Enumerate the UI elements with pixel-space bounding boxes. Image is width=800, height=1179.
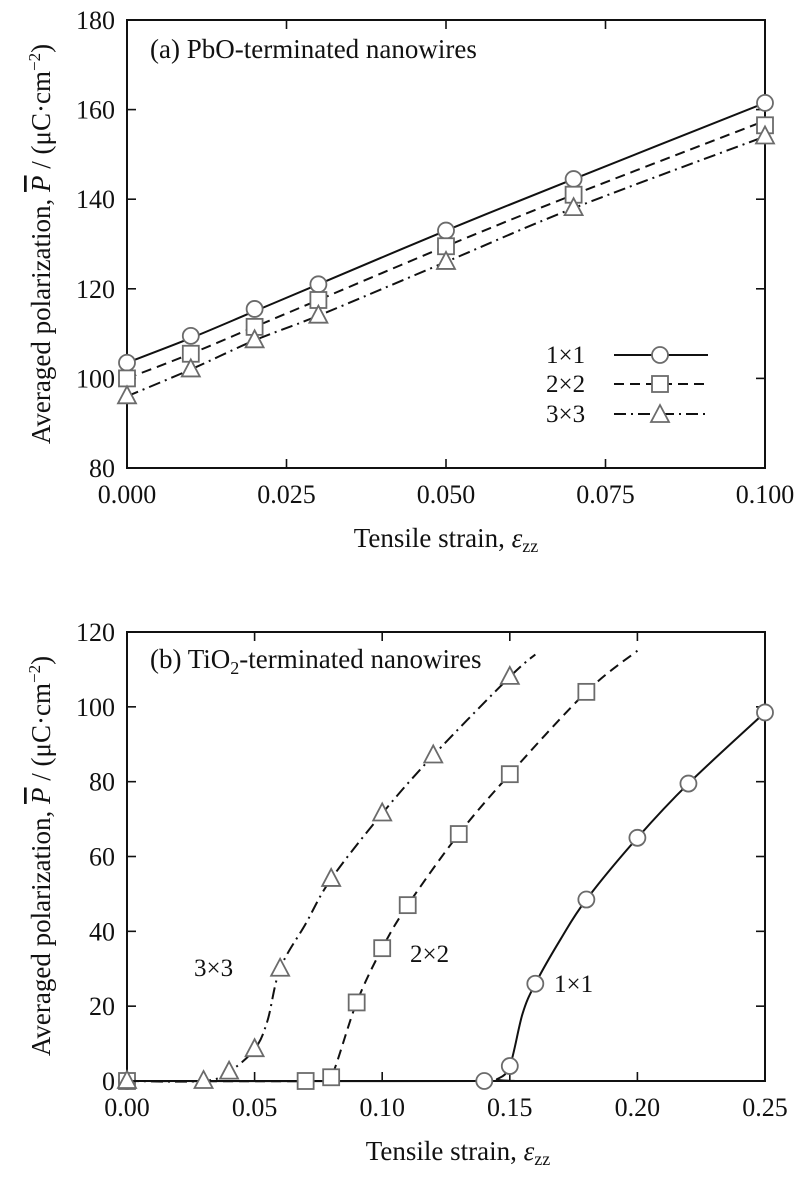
panel-a-point-3x3 [180, 357, 202, 378]
panel-b-y-tick-label: 40 [89, 917, 115, 946]
panel-a-axes: 0.000 0.025 0.050 0.075 0.100 80 100 120 140 160 1… [76, 6, 794, 509]
panel-a-point-1x1 [118, 353, 136, 372]
panel-b-point-3x3 [218, 1059, 240, 1080]
panel-b-point-1x1 [500, 1057, 519, 1075]
panel-b-x-tick-label: 0.00 [104, 1093, 150, 1122]
panel-a-series-line-3x3 [126, 135, 766, 398]
panel-b-y-tick-label: 100 [76, 693, 115, 722]
panel-b-y-tick-label: 0 [102, 1067, 115, 1096]
panel-a-x-tick-label: 0.075 [576, 480, 635, 509]
panel-a-point-3x3 [307, 303, 329, 324]
curve-label-2x2: 2×2 [410, 941, 449, 968]
legend-label-2x2: 2×2 [546, 371, 585, 398]
panel-a-point-1x1 [181, 326, 200, 345]
curve-label-3x3: 3×3 [194, 955, 233, 982]
legend-entry-1x1: 1×1 [546, 342, 708, 369]
panel-b-point-2x2 [322, 1068, 341, 1087]
panel-a-series-line-2x2 [126, 119, 766, 380]
panel-b-point-1x1 [628, 828, 647, 847]
panel-b-x-tick-label: 0.15 [487, 1093, 533, 1122]
panel-b-point-2x2 [296, 1072, 315, 1090]
panel-b-point-1x1 [756, 703, 774, 722]
panel-a-point-2x2 [118, 369, 136, 388]
panel-b-x-tick-label: 0.10 [359, 1093, 405, 1122]
panel-b-y-tick-label: 80 [89, 768, 115, 797]
panel-a-x-tick-label: 0.050 [417, 480, 476, 509]
panel-b-y-axis-title: Averaged polarization, P / (μC·cm−2) [25, 656, 56, 1056]
legend-label-3x3: 3×3 [546, 401, 585, 428]
curve-label-1x1: 1×1 [554, 971, 593, 998]
panel-a-pbo-terminated: (a) PbO-terminated nanowires 0.000 0.025 0… [25, 6, 794, 556]
panel-b-point-2x2 [398, 896, 417, 915]
panel-a-point-1x1 [564, 170, 583, 188]
panel-b-series-line-2x2 [126, 649, 639, 1086]
panel-a-point-1x1 [756, 93, 774, 112]
panel-b-point-1x1 [679, 774, 698, 793]
panel-b-point-1x1 [475, 1072, 494, 1090]
panel-b-point-3x3 [371, 801, 393, 822]
panel-b-tio2-terminated: (b) TiO2-terminated nanowires 0.00 0.05 0.… [25, 618, 788, 1169]
panel-a-point-3x3 [754, 124, 776, 145]
panel-a-x-tick-label: 0.100 [736, 480, 795, 509]
panel-b-point-2x2 [449, 825, 468, 843]
panel-a-point-3x3 [116, 384, 138, 405]
panel-b-y-tick-label: 120 [76, 618, 115, 647]
panel-a-y-tick-label: 140 [76, 185, 115, 214]
legend-marker-square [651, 375, 669, 393]
panel-a-x-axis-title: Tensile strain, εzz [354, 523, 538, 556]
panel-a-y-axis-title: Averaged polarization, P / (μC·cm−2) [25, 44, 56, 444]
panel-b-point-2x2 [347, 993, 366, 1012]
panel-b-x-tick-label: 0.20 [615, 1093, 661, 1122]
panel-a-point-1x1 [309, 275, 328, 294]
panel-a-legend: 1×1 2×2 3×3 [546, 342, 708, 428]
panel-b-x-axis-title: Tensile strain, εzz [366, 1136, 550, 1169]
panel-a-point-1x1 [245, 300, 264, 318]
panel-a-series [116, 93, 776, 405]
panel-b-point-3x3 [244, 1037, 266, 1058]
legend-marker-circle [651, 346, 669, 364]
legend-entry-3x3: 3×3 [546, 401, 708, 428]
panel-a-point-3x3 [563, 196, 585, 217]
panel-a-point-3x3 [244, 328, 266, 349]
panel-b-point-3x3 [269, 956, 291, 977]
panel-b-title: (b) TiO2-terminated nanowires [150, 644, 481, 678]
panel-b-x-tick-label: 0.25 [742, 1093, 788, 1122]
panel-b-point-3x3 [499, 664, 521, 685]
panel-b-point-3x3 [193, 1069, 215, 1089]
legend-entry-2x2: 2×2 [546, 371, 708, 398]
panel-b-point-3x3 [116, 1069, 138, 1089]
panel-b-point-2x2 [577, 682, 596, 701]
panel-b-series [116, 649, 774, 1090]
legend-label-1x1: 1×1 [546, 342, 585, 369]
panel-b-point-3x3 [422, 743, 444, 764]
panel-a-title: (a) PbO-terminated nanowires [150, 34, 477, 64]
panel-a-x-tick-label: 0.000 [98, 480, 157, 509]
panel-a-y-tick-label: 160 [76, 96, 115, 125]
panel-a-y-tick-label: 180 [76, 6, 115, 35]
panel-b-point-1x1 [526, 974, 545, 993]
panel-b-x-tick-label: 0.05 [232, 1093, 278, 1122]
panel-b-plot-frame [126, 631, 766, 1082]
panel-b-point-2x2 [373, 939, 392, 958]
panel-a-y-tick-label: 120 [76, 275, 115, 304]
panel-b-point-2x2 [500, 765, 519, 784]
panel-b-point-3x3 [320, 867, 342, 887]
panel-b-axes: 0.00 0.05 0.10 0.15 0.20 0.25 0 20 40 60 80 100 120 [76, 618, 788, 1122]
panel-b-y-tick-label: 60 [89, 843, 115, 872]
panel-a-point-3x3 [435, 249, 457, 270]
panel-b-series-line-1x1 [126, 711, 766, 1083]
panel-b-point-1x1 [577, 890, 596, 909]
legend-marker-triangle [649, 403, 671, 423]
panel-a-y-tick-label: 80 [89, 454, 115, 483]
panel-a-point-1x1 [437, 221, 455, 240]
panel-a-x-tick-label: 0.025 [257, 480, 316, 509]
panel-a-y-tick-label: 100 [76, 364, 115, 393]
panel-b-y-tick-label: 20 [89, 992, 115, 1021]
